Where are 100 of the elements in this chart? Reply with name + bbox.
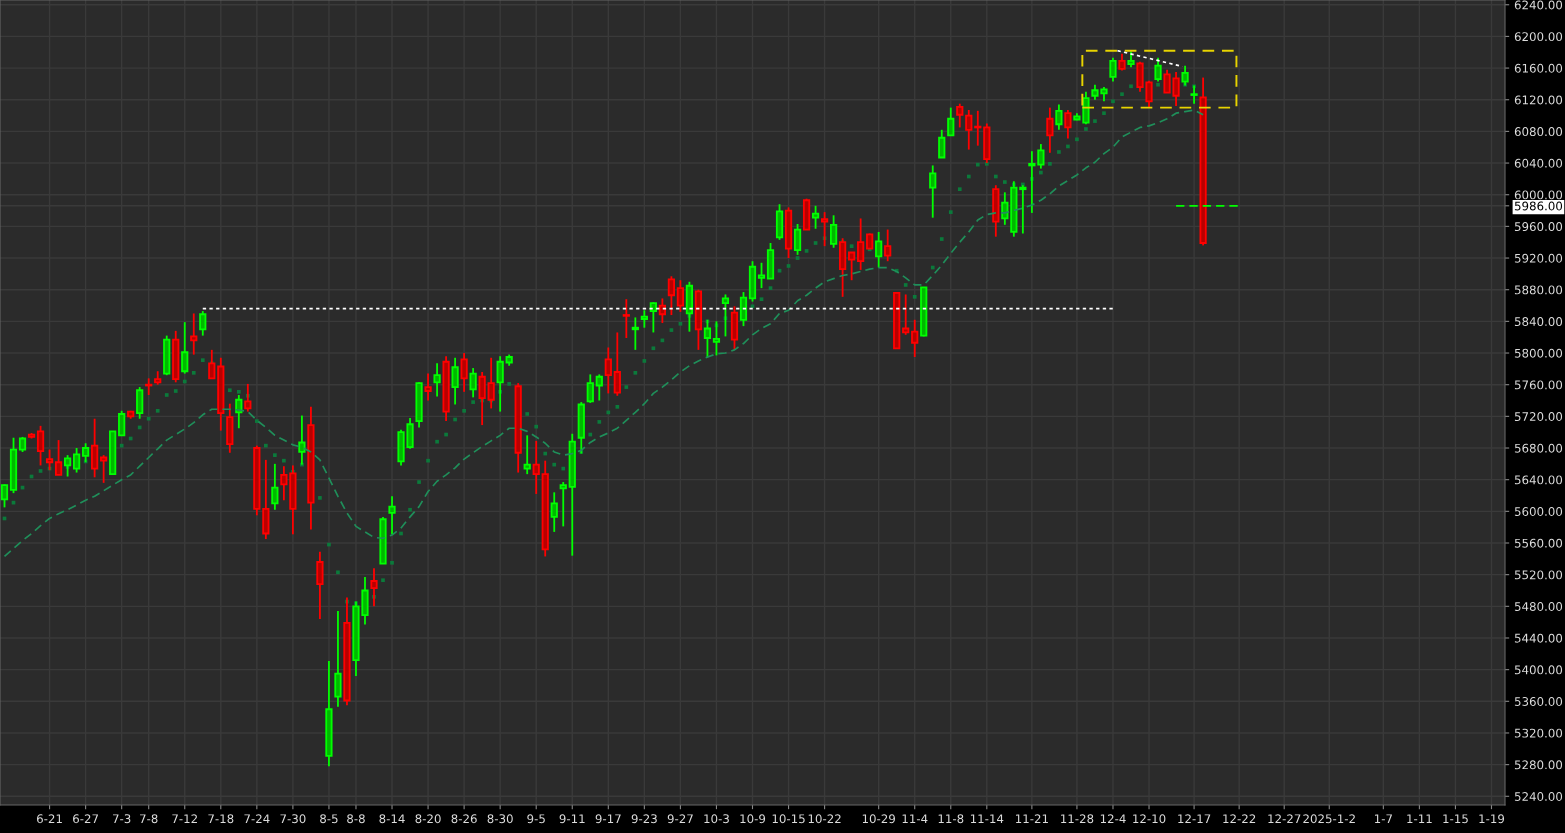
x-tick-label: 7-18 <box>208 814 234 824</box>
candlestick <box>388 495 396 536</box>
x-tick-label: 12-17 <box>1178 814 1211 823</box>
x-tick-label: 12-27 <box>1268 814 1301 823</box>
y-tick-label: 6040.00 <box>1514 158 1563 168</box>
candlestick <box>271 462 279 511</box>
candlestick <box>811 204 820 230</box>
candlestick <box>91 417 99 479</box>
y-tick-label: 5480.00 <box>1514 602 1563 611</box>
y-tick-label: 5440.00 <box>1514 633 1563 643</box>
x-tick-label: 10-3 <box>704 814 729 824</box>
y-tick-label: 5920.00 <box>1514 253 1563 263</box>
x-tick-label: 9-11 <box>559 814 585 824</box>
candlestick <box>1154 56 1162 83</box>
candlestick <box>136 386 144 420</box>
y-tick-label: 5280.00 <box>1514 760 1563 770</box>
candlestick <box>1055 103 1063 131</box>
x-tick-label: 8-14 <box>379 814 405 824</box>
x-tick-label: 9-27 <box>667 814 693 824</box>
candlestick <box>857 217 865 271</box>
y-tick-label: 6080.00 <box>1514 127 1563 137</box>
x-tick-label: 12-22 <box>1223 814 1256 823</box>
y-tick-label: 5520.00 <box>1514 570 1563 580</box>
candlestick <box>0 483 9 509</box>
candlestick <box>72 447 81 474</box>
candlestick <box>460 352 468 393</box>
candlestick <box>739 291 748 328</box>
candlestick <box>100 454 108 484</box>
candlestick <box>848 251 856 282</box>
candlestick <box>199 310 207 337</box>
candlestick <box>550 491 558 533</box>
y-tick-label: 5680.00 <box>1514 443 1563 453</box>
candlestick <box>451 356 459 406</box>
y-tick-label: 5960.00 <box>1514 222 1563 232</box>
candlestick <box>559 481 567 528</box>
x-tick-label: 12-10 <box>1133 814 1166 824</box>
y-tick-label: 6240.00 <box>1514 0 1563 10</box>
candlestick <box>884 228 892 263</box>
x-tick-label: 11-14 <box>970 814 1004 823</box>
candlestick <box>631 316 639 351</box>
candlestick <box>604 346 612 395</box>
x-tick-label: 8-26 <box>451 814 477 824</box>
candlestick <box>667 275 676 316</box>
candlestick <box>532 439 540 495</box>
x-tick-label: 10-15 <box>772 814 805 824</box>
x-tick-label: 9-17 <box>595 814 621 824</box>
candlestick <box>757 261 766 290</box>
candlestick <box>1037 143 1045 170</box>
candlestick <box>676 279 685 313</box>
y-tick-label: 5360.00 <box>1514 697 1563 706</box>
y-tick-label: 5800.00 <box>1514 348 1563 358</box>
candlestick <box>595 373 603 402</box>
x-tick-label: 6-27 <box>73 814 98 824</box>
candlestick <box>613 331 621 397</box>
x-tick-label: 12-4 <box>1100 814 1126 823</box>
x-tick-label: 11-21 <box>1016 814 1048 823</box>
x-tick-label: 10-29 <box>862 814 895 824</box>
y-tick-label: 5720.00 <box>1514 412 1563 422</box>
y-tick-label: 6120.00 <box>1514 95 1563 105</box>
candlestick <box>1064 109 1072 140</box>
y-tick-label: 5560.00 <box>1514 538 1563 548</box>
candlestick <box>640 309 648 329</box>
x-tick-label: 11-4 <box>902 814 928 823</box>
x-tick-label: 1-15 <box>1443 814 1468 824</box>
candlestick <box>1109 56 1117 83</box>
candlestick <box>956 102 964 129</box>
y-tick-label: 5320.00 <box>1514 728 1563 738</box>
x-tick-label: 8-8 <box>347 814 365 824</box>
y-tick-label: 5840.00 <box>1514 317 1563 327</box>
x-tick-label: 7-8 <box>140 814 158 824</box>
x-tick-label: 8-5 <box>320 814 338 824</box>
candlestick <box>902 293 910 336</box>
candlestick <box>145 377 153 396</box>
x-tick-label: 1-19 <box>1479 814 1505 824</box>
candlestick <box>280 465 288 502</box>
x-tick-label: 2025-1-2 <box>1303 814 1355 824</box>
y-tick-label: 5760.00 <box>1514 380 1563 390</box>
y-tick-label: 5880.00 <box>1514 285 1563 295</box>
x-tick-label: 7-24 <box>244 814 270 823</box>
candlestick <box>1046 106 1054 154</box>
y-tick-label: 6160.00 <box>1514 63 1563 73</box>
candlestick <box>911 318 919 358</box>
y-tick-label: 5986.00 <box>1514 201 1563 211</box>
x-tick-label: 11-28 <box>1061 814 1094 824</box>
candlestick <box>433 362 441 398</box>
candlestick <box>829 214 838 249</box>
candlestick <box>875 231 883 269</box>
candlestick <box>974 109 982 147</box>
x-tick-label: 8-30 <box>487 814 513 824</box>
candlestick <box>181 321 189 375</box>
y-tick-label: 5400.00 <box>1514 665 1563 675</box>
x-tick-label: 1-7 <box>1374 814 1392 823</box>
x-tick-label: 9-5 <box>527 814 545 824</box>
x-tick-label: 9-23 <box>631 814 657 824</box>
candlestick <box>965 109 973 151</box>
x-tick-label: 7-12 <box>172 814 197 823</box>
y-tick-label: 5600.00 <box>1514 507 1563 516</box>
x-tick-label: 6-21 <box>36 814 62 824</box>
candlestick <box>316 550 324 620</box>
candlestick <box>424 372 432 402</box>
